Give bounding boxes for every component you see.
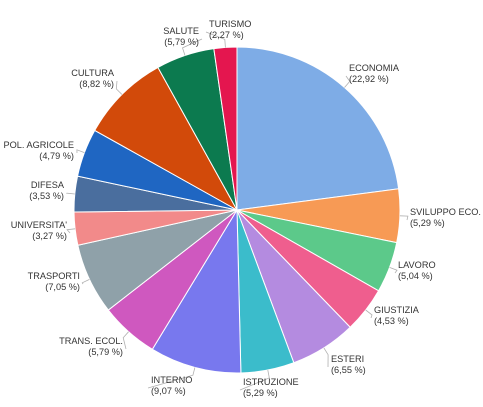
slice-value-economia: (22,92 %) [349, 74, 389, 84]
slice-label-economia: ECONOMIA [349, 63, 400, 73]
leader-line-istruzione [239, 370, 270, 391]
slice-value-universita: (3,27 %) [32, 231, 67, 241]
slice-value-istruzione: (5,29 %) [243, 388, 278, 398]
slice-value-lavoro: (5,04 %) [398, 271, 433, 281]
leader-line-cultura [115, 80, 123, 95]
leader-line-trans-ecol [122, 331, 129, 350]
slice-label-trans-ecol: TRANS. ECOL. [59, 336, 123, 346]
slice-label-interno: INTERNO [151, 375, 192, 385]
pie-slice-cultura [94, 66, 239, 212]
slice-value-salute: (5,79 %) [164, 37, 199, 47]
label-leaders [65, 31, 409, 391]
slice-value-sviluppo-eco: (5,29 %) [410, 218, 445, 228]
slice-labels: ECONOMIA(22,92 %)SVILUPPO ECO.(5,29 %)LA… [4, 19, 481, 398]
leader-line-difesa [65, 192, 75, 195]
slice-value-giustizia: (4,53 %) [374, 316, 409, 326]
slice-value-turismo: (2,27 %) [209, 30, 244, 40]
slice-label-universita: UNIVERSITA' [11, 220, 67, 230]
slice-value-interno: (9,07 %) [151, 386, 186, 396]
leader-line-economia [344, 75, 351, 88]
leader-line-lavoro [389, 267, 398, 274]
slice-label-sviluppo-eco: SVILUPPO ECO. [410, 207, 481, 217]
slice-label-difesa: DIFESA [31, 180, 65, 190]
slice-value-difesa: (3,53 %) [29, 191, 64, 201]
slice-label-trasporti: TRASPORTI [28, 271, 80, 281]
pie-slice-turismo [213, 46, 238, 211]
leader-line-sviluppo-eco [399, 215, 409, 221]
slice-label-salute: SALUTE [163, 26, 199, 36]
slice-value-esteri: (6,55 %) [331, 365, 366, 375]
slice-value-trasporti: (7,05 %) [45, 282, 80, 292]
leader-line-giustizia [365, 309, 373, 319]
leader-line-esteri [323, 347, 329, 368]
slice-value-pol-agricole: (4,79 %) [39, 151, 74, 161]
leader-line-pol-agricole [76, 149, 85, 154]
slice-label-turismo: TURISMO [209, 19, 251, 29]
slice-label-istruzione: ISTRUZIONE [243, 377, 299, 387]
leader-line-universita [66, 228, 76, 234]
slice-label-esteri: ESTERI [331, 354, 364, 364]
pie-slice-economia [236, 46, 400, 211]
slice-label-giustizia: GIUSTIZIA [374, 305, 420, 315]
pie-slice-interno [151, 208, 242, 374]
leader-line-interno [147, 367, 196, 389]
leader-line-turismo [205, 31, 226, 48]
slice-label-cultura: CULTURA [71, 68, 115, 78]
slice-value-trans-ecol: (5,79 %) [88, 347, 123, 357]
pie-slices [73, 46, 401, 374]
slice-label-pol-agricole: POL. AGRICOLE [4, 140, 74, 150]
slice-label-lavoro: LAVORO [398, 260, 436, 270]
leader-line-trasporti [81, 279, 90, 285]
slice-value-cultura: (8,82 %) [79, 79, 114, 89]
leader-line-salute [182, 38, 203, 56]
